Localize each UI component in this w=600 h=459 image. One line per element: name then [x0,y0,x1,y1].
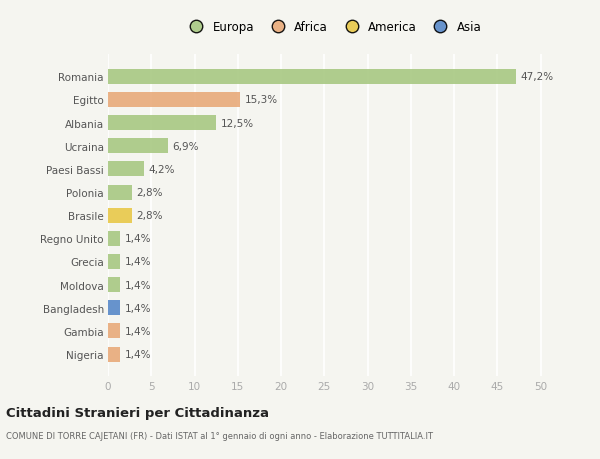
Bar [108,278,120,292]
Text: 6,9%: 6,9% [172,141,199,151]
Text: 47,2%: 47,2% [521,72,554,82]
Bar [108,231,120,246]
Bar [108,93,241,108]
Text: 4,2%: 4,2% [149,165,175,174]
Bar [108,347,120,362]
Text: 1,4%: 1,4% [124,234,151,244]
Text: 1,4%: 1,4% [124,326,151,336]
Text: 2,8%: 2,8% [137,211,163,221]
Bar [108,254,120,269]
Text: 2,8%: 2,8% [137,188,163,198]
Legend: Europa, Africa, America, Asia: Europa, Africa, America, Asia [179,16,487,39]
Text: 15,3%: 15,3% [245,95,278,105]
Text: 12,5%: 12,5% [221,118,254,129]
Bar [108,139,168,154]
Text: 1,4%: 1,4% [124,303,151,313]
Text: 1,4%: 1,4% [124,257,151,267]
Text: 1,4%: 1,4% [124,280,151,290]
Bar [108,162,145,177]
Bar [108,208,132,223]
Bar [108,324,120,339]
Bar [108,116,216,131]
Text: 1,4%: 1,4% [124,349,151,359]
Text: COMUNE DI TORRE CAJETANI (FR) - Dati ISTAT al 1° gennaio di ogni anno - Elaboraz: COMUNE DI TORRE CAJETANI (FR) - Dati IST… [6,431,433,441]
Bar [108,70,517,85]
Bar [108,185,132,200]
Bar [108,301,120,316]
Text: Cittadini Stranieri per Cittadinanza: Cittadini Stranieri per Cittadinanza [6,406,269,419]
